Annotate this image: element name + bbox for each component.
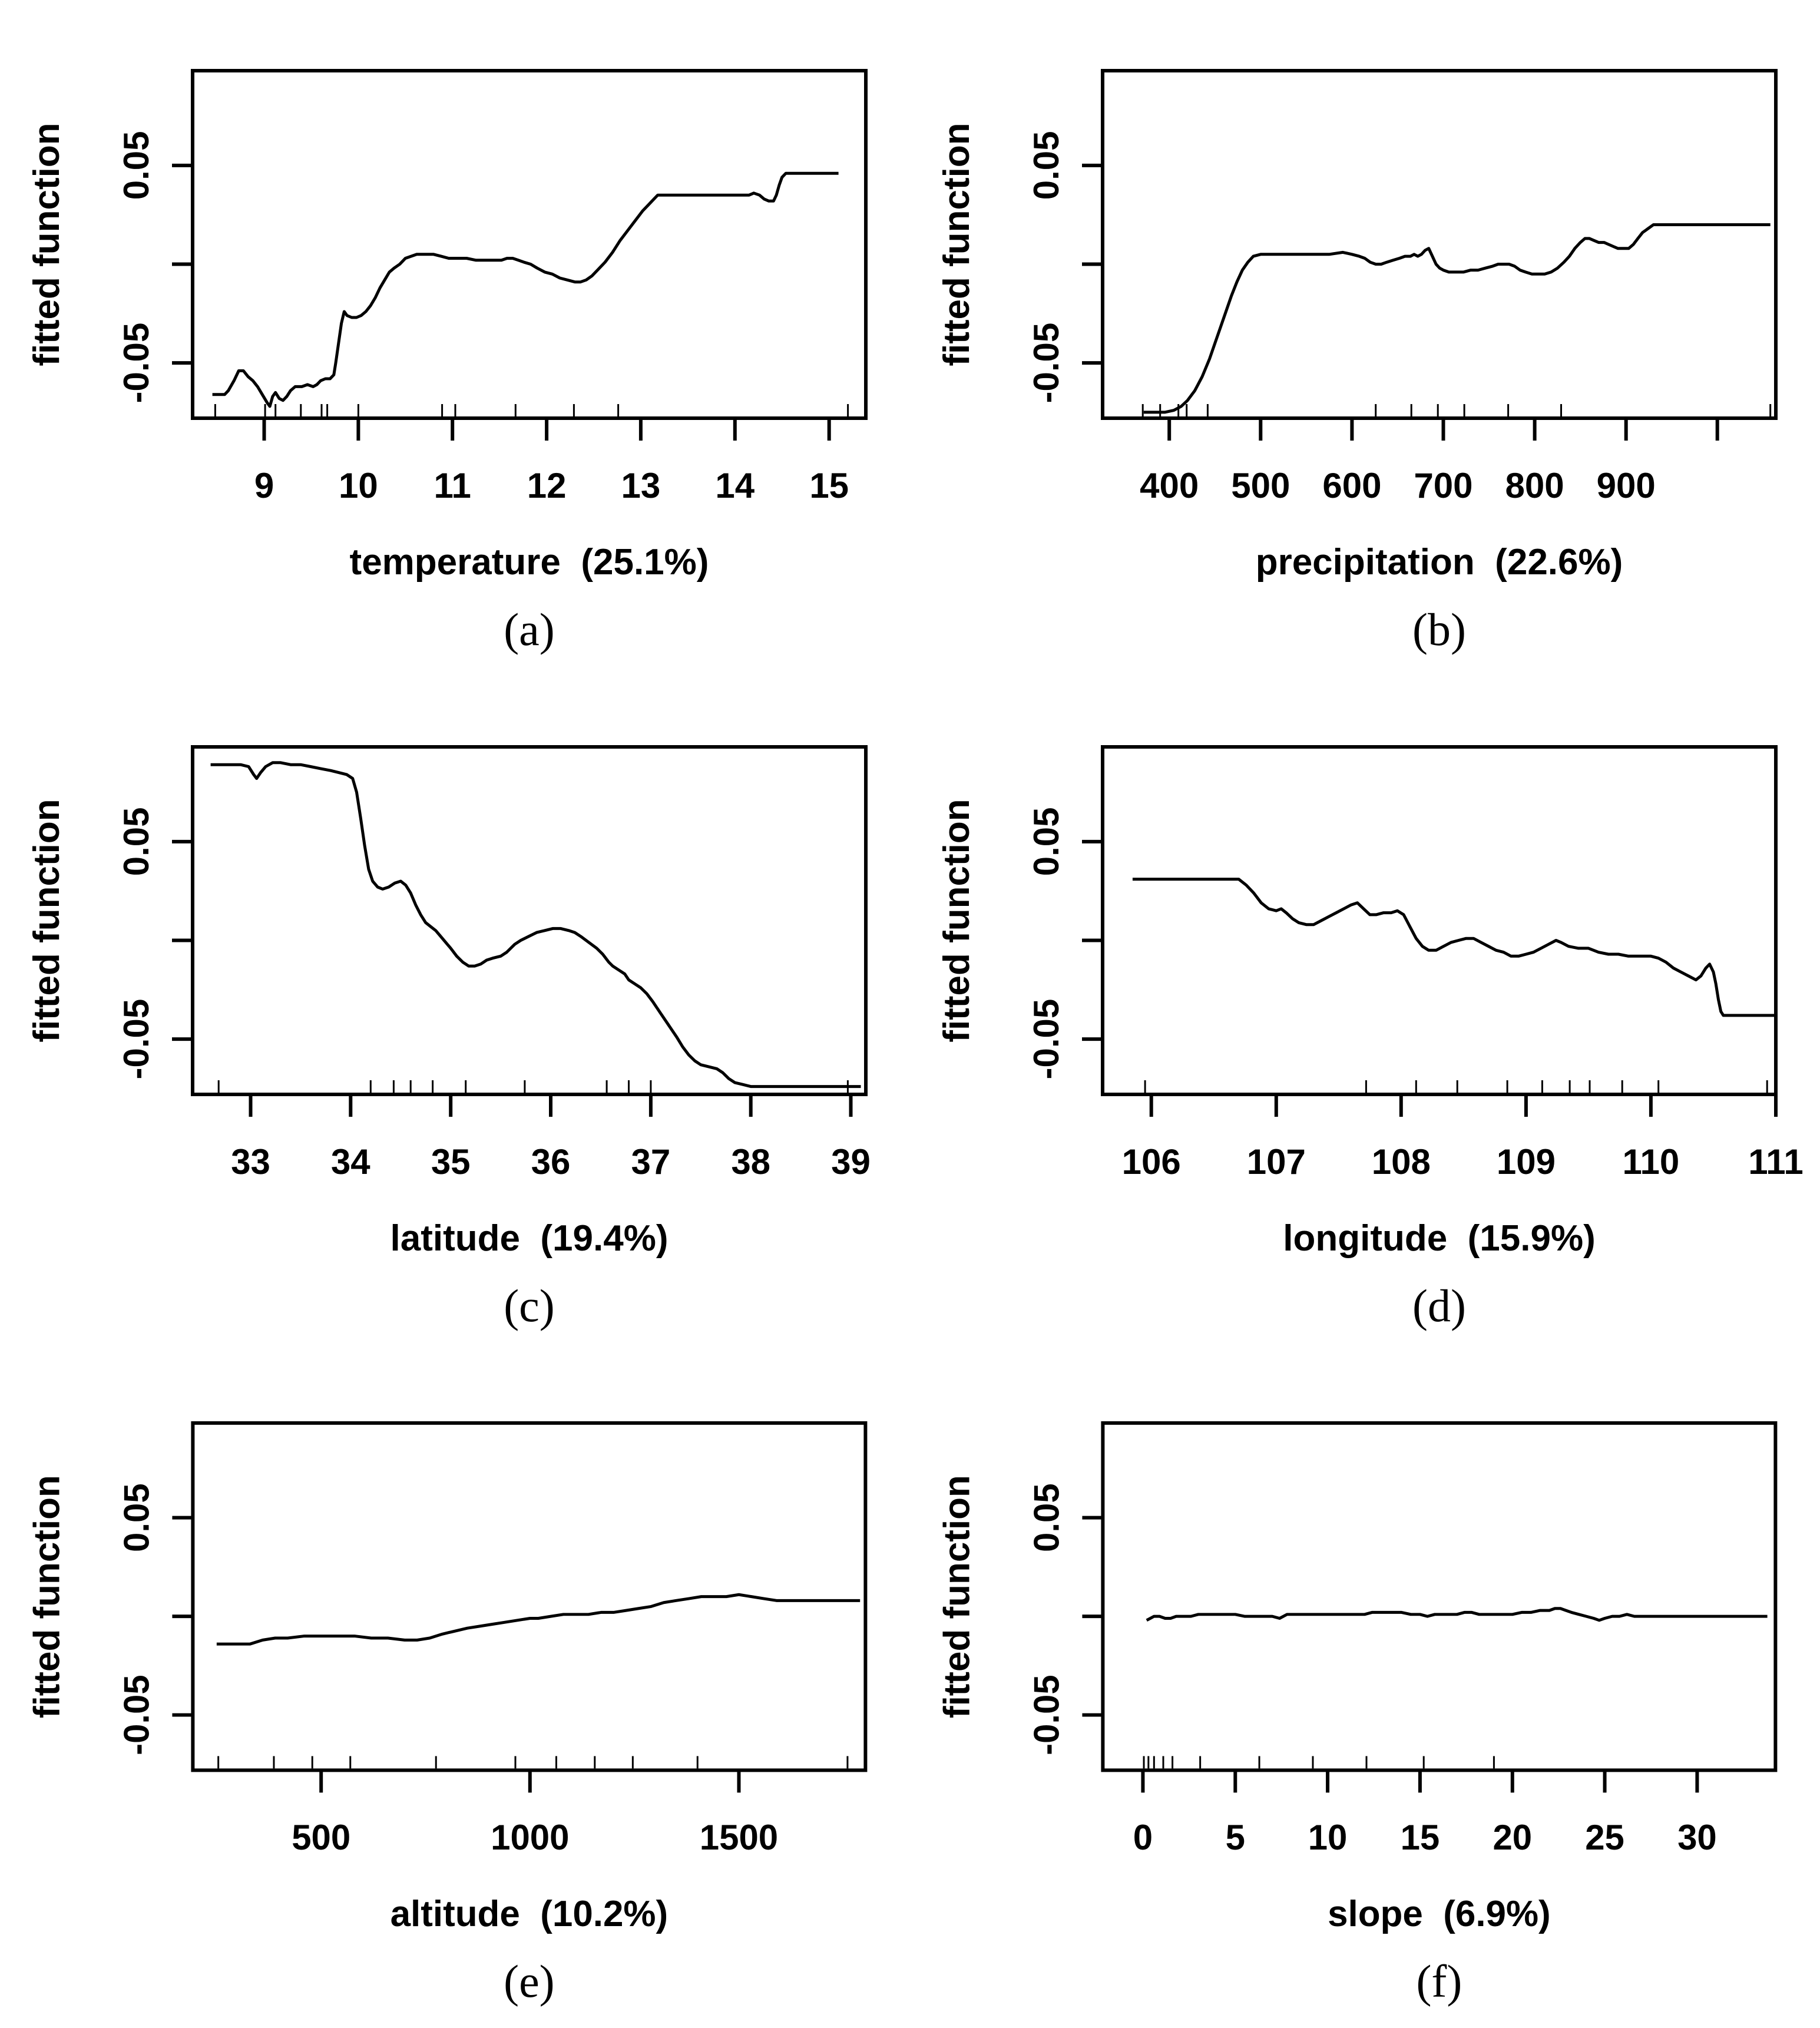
x-tick-label: 1500 xyxy=(700,1818,778,1857)
x-tick-label: 25 xyxy=(1585,1818,1624,1857)
x-tick-label: 15 xyxy=(1401,1818,1440,1857)
x-tick-label: 109 xyxy=(1497,1142,1556,1182)
x-tick-label: 108 xyxy=(1372,1142,1431,1182)
plot-box xyxy=(191,1421,868,1772)
fitted-curve xyxy=(210,761,861,1089)
y-axis-title: fitted function xyxy=(937,1475,978,1718)
x-tick-label: 900 xyxy=(1597,466,1656,505)
x-tick-label: 39 xyxy=(831,1142,871,1182)
plot-d: 0.05 -0.05 106 107 108 109 110 111 fitted functi… xyxy=(937,745,1804,1331)
x-tick-label: 34 xyxy=(331,1142,370,1182)
y-axis-title: fitted function xyxy=(937,799,977,1042)
y-tick-label: -0.05 xyxy=(1027,999,1066,1080)
x-tick-label: 800 xyxy=(1505,466,1564,505)
x-axis-title: longitude (15.9%) xyxy=(1283,1218,1595,1259)
x-tick-label: 14 xyxy=(715,466,755,505)
plot-b: 0.05 -0.05 400 500 600 700 800 900 fitted functi… xyxy=(937,69,1778,655)
panel-caption: (b) xyxy=(1412,604,1466,655)
panel-c: 0.05 -0.05 33 34 35 36 37 38 39 fitted function la… xyxy=(0,676,910,1352)
plot-box xyxy=(191,69,868,420)
plot-box xyxy=(1101,69,1778,420)
panel-caption: (a) xyxy=(504,604,555,655)
x-tick-label: 20 xyxy=(1493,1818,1532,1857)
panel-caption: (f) xyxy=(1416,1956,1462,2007)
y-tick-label: 0.05 xyxy=(1027,1483,1066,1552)
panel-caption: (d) xyxy=(1412,1280,1466,1331)
x-tick-label: 36 xyxy=(531,1142,571,1182)
y-tick-label: -0.05 xyxy=(1027,323,1066,403)
x-tick-label: 33 xyxy=(231,1142,270,1182)
y-tick-label: -0.05 xyxy=(117,323,156,403)
x-tick-label: 110 xyxy=(1623,1142,1680,1182)
panel-d: 0.05 -0.05 106 107 108 109 110 111 fitted functi… xyxy=(910,676,1820,1352)
y-tick-label: -0.05 xyxy=(117,1675,156,1755)
x-tick-label: 10 xyxy=(1308,1818,1348,1857)
x-tick-label: 107 xyxy=(1247,1142,1306,1182)
y-tick-label: 0.05 xyxy=(117,1483,156,1552)
x-tick-label: 700 xyxy=(1414,466,1472,505)
fitted-curve xyxy=(1146,1607,1768,1622)
x-tick-label: 600 xyxy=(1322,466,1381,505)
y-tick-label: 0.05 xyxy=(1027,131,1066,200)
y-tick-label: 0.05 xyxy=(117,808,156,876)
plot-f: 0.05 -0.05 0 5 10 15 20 25 30 fitted function slop… xyxy=(937,1421,1778,2007)
plot-box xyxy=(1101,745,1778,1096)
panel-f: 0.05 -0.05 0 5 10 15 20 25 30 fitted function slop… xyxy=(910,1352,1820,2028)
y-axis-title: fitted function xyxy=(27,1475,68,1718)
fitted-curve xyxy=(1143,223,1771,414)
x-tick-label: 0 xyxy=(1133,1818,1153,1857)
fitted-curve xyxy=(216,1593,861,1646)
x-tick-label: 35 xyxy=(431,1142,471,1182)
fitted-curve xyxy=(1132,878,1776,1017)
x-axis-title: slope (6.9%) xyxy=(1328,1894,1551,1934)
x-tick-label: 11 xyxy=(434,466,471,505)
x-tick-label: 38 xyxy=(731,1142,770,1182)
y-axis-title: fitted function xyxy=(27,799,67,1042)
y-tick-label: -0.05 xyxy=(117,999,156,1080)
panel-caption: (e) xyxy=(504,1956,554,2007)
x-tick-label: 10 xyxy=(339,466,378,505)
x-axis-title: temperature (25.1%) xyxy=(350,542,709,583)
x-tick-label: 111 xyxy=(1748,1142,1804,1182)
x-tick-label: 13 xyxy=(621,466,661,505)
x-axis-title: altitude (10.2%) xyxy=(391,1894,669,1934)
plot-box xyxy=(191,745,868,1096)
x-tick-label: 400 xyxy=(1140,466,1199,505)
x-tick-label: 37 xyxy=(631,1142,671,1182)
plot-box xyxy=(1101,1421,1778,1772)
x-axis-title: precipitation (22.6%) xyxy=(1256,542,1623,583)
panel-e: 0.05 -0.05 500 1000 1500 fitted function altit… xyxy=(0,1352,910,2028)
x-tick-label: 1000 xyxy=(491,1818,569,1857)
plot-c: 0.05 -0.05 33 34 35 36 37 38 39 fitted function la… xyxy=(27,745,871,1331)
y-axis-title: fitted function xyxy=(27,123,67,366)
plot-a: 0.05 -0.05 9 10 11 12 13 14 15 fitted function tem… xyxy=(27,69,868,655)
x-tick-label: 9 xyxy=(254,466,274,505)
panel-b: 0.05 -0.05 400 500 600 700 800 900 fitted functi… xyxy=(910,0,1820,676)
fitted-curve xyxy=(212,171,839,408)
x-tick-label: 500 xyxy=(1231,466,1290,505)
x-tick-label: 5 xyxy=(1226,1818,1245,1857)
x-tick-label: 106 xyxy=(1122,1142,1181,1182)
y-tick-label: 0.05 xyxy=(117,131,156,200)
y-tick-label: 0.05 xyxy=(1027,808,1066,876)
x-tick-label: 12 xyxy=(527,466,567,505)
y-axis-title: fitted function xyxy=(937,123,977,366)
x-tick-label: 500 xyxy=(292,1818,350,1857)
y-tick-label: -0.05 xyxy=(1027,1675,1066,1755)
x-axis-title: latitude (19.4%) xyxy=(391,1218,669,1259)
panel-a: 0.05 -0.05 9 10 11 12 13 14 15 fitted function tem… xyxy=(0,0,910,676)
x-tick-label: 15 xyxy=(809,466,849,505)
panel-caption: (c) xyxy=(504,1280,555,1331)
x-tick-label: 30 xyxy=(1677,1818,1717,1857)
plot-e: 0.05 -0.05 500 1000 1500 fitted function altit… xyxy=(27,1421,868,2007)
